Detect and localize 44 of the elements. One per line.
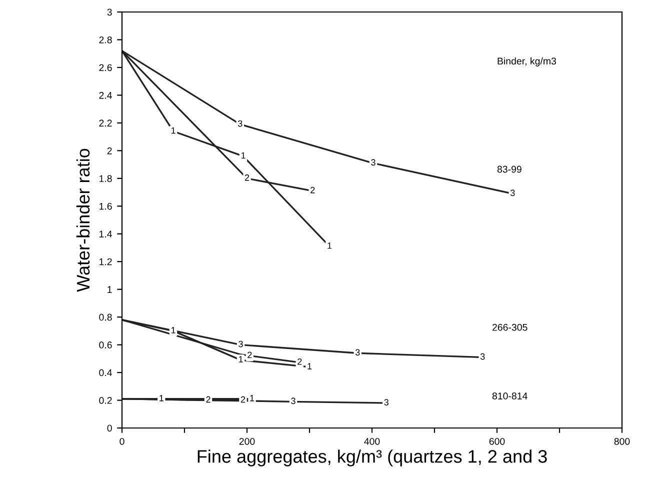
y-tick-label: 0.6	[99, 342, 112, 348]
series-label: 2	[248, 352, 252, 358]
annotation: 810-814	[492, 392, 528, 400]
text: 1	[241, 152, 246, 159]
y-tick-label: 0	[107, 424, 112, 432]
annotation: 266-305	[492, 324, 528, 331]
y-tick-label: 2.2	[99, 120, 112, 126]
y-tick-label: 0.2	[99, 397, 112, 404]
y-tick-label: 1.8	[100, 175, 112, 182]
text: 1	[171, 127, 176, 134]
text: 1	[238, 356, 243, 362]
legend-label: 1	[308, 363, 312, 370]
text: 3	[510, 190, 515, 196]
x-tick-label: 600	[489, 438, 505, 445]
y-tick-label: 2.6	[99, 64, 112, 72]
y-axis-title: Water-binder ratio	[76, 148, 90, 292]
x-tick-label: 200	[239, 438, 255, 445]
y-tick-label: 1.6	[100, 202, 112, 210]
text: 1	[328, 242, 332, 249]
text: 2	[240, 396, 246, 403]
x-axis-title: Fine aggregates, kg/m³ (quartzes 1, 2 and 3	[198, 450, 547, 466]
y-tick-label: 3	[107, 8, 112, 16]
y-tick-label: 0.8	[99, 314, 112, 321]
y-tick-label: 0.4	[99, 369, 112, 376]
y-tick-label: 1	[108, 286, 112, 293]
text: 3	[480, 353, 485, 360]
annotation: 83-99	[497, 166, 522, 173]
series-label: 3	[291, 398, 296, 404]
x-tick-label: 400	[364, 438, 380, 445]
text: 3	[238, 120, 242, 127]
y-tick-label: 2.4	[99, 92, 112, 99]
series-label: 3	[371, 159, 376, 166]
annotation: Binder, kg/m3	[498, 57, 556, 66]
y-tick-label: 1.2	[100, 258, 112, 266]
series-label: 3	[238, 340, 243, 348]
y-tick-label: 2.8	[99, 36, 112, 44]
x-tick-label: 0	[120, 438, 124, 445]
y-tick-label: 2	[107, 147, 112, 154]
text: 3	[355, 349, 360, 356]
x-tick-label: 800	[614, 438, 630, 445]
text: 2	[298, 358, 302, 365]
y-tick-label: 1.4	[100, 230, 112, 238]
text: 1	[171, 327, 176, 334]
series-label: 2	[206, 396, 210, 403]
